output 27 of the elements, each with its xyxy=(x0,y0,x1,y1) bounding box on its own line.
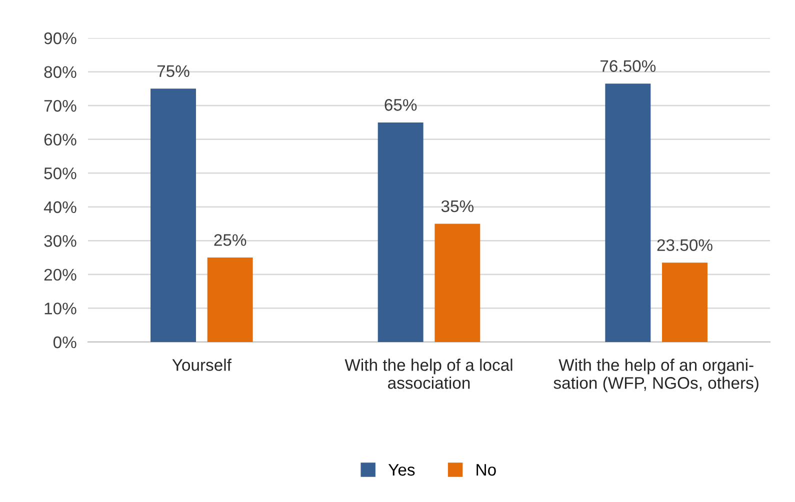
x-tick-label: With the help of a local association xyxy=(344,358,512,389)
legend-label: Yes xyxy=(388,464,415,476)
y-tick-label: 60% xyxy=(44,134,76,146)
bar xyxy=(207,258,253,342)
y-tick-label: 70% xyxy=(44,100,76,112)
data-label: 25% xyxy=(214,234,246,246)
data-label: 65% xyxy=(384,99,417,111)
x-tick-label: With the help of an organi- sation (WFP, NGOs, others) xyxy=(554,358,758,392)
y-tick-label: 10% xyxy=(44,302,76,314)
y-tick-label: 30% xyxy=(44,235,76,247)
bar xyxy=(662,262,708,342)
y-tick-label: 40% xyxy=(44,201,76,214)
x-tick-label: Yourself xyxy=(172,358,232,371)
y-tick-label: 0% xyxy=(53,336,76,348)
bar xyxy=(434,224,480,342)
bar xyxy=(378,122,424,342)
bar xyxy=(605,84,651,342)
y-tick-label: 50% xyxy=(44,168,76,180)
legend-label: No xyxy=(476,464,496,476)
data-label: 23.50% xyxy=(657,239,712,251)
y-tick-label: 20% xyxy=(44,268,76,281)
data-label: 75% xyxy=(157,65,190,78)
data-label: 35% xyxy=(441,200,474,212)
bar xyxy=(150,88,196,342)
data-label: 76.50% xyxy=(600,60,656,72)
y-tick-label: 80% xyxy=(44,66,76,78)
y-tick-label: 90% xyxy=(44,32,76,44)
